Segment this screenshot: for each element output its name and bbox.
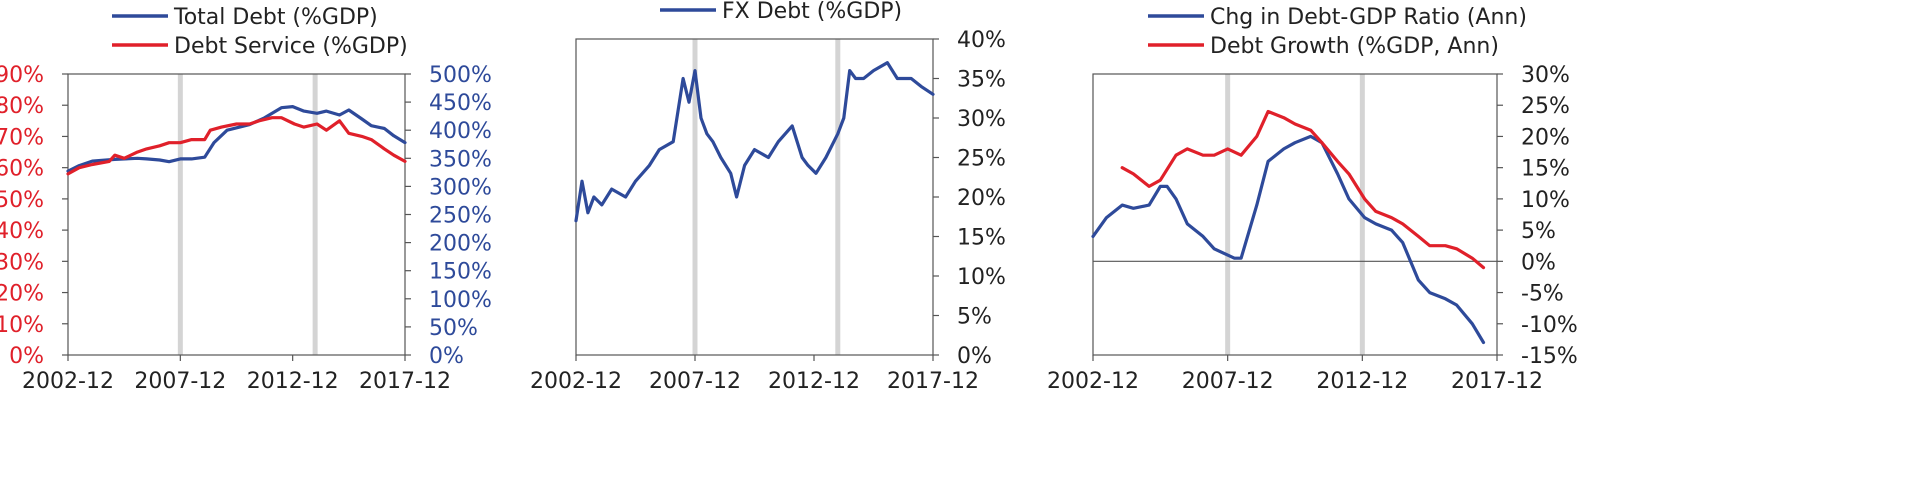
x-tick-label: 2002-12 [1047,369,1139,394]
y-right-tick-label: 5% [957,305,992,330]
y-right-tick-label: 450% [429,91,492,116]
y-right-tick-label: 30% [1521,63,1570,88]
y-right-tick-label: 0% [1521,250,1556,275]
y-left-tick-label: 70% [0,125,44,150]
y-right-tick-label: 5% [1521,219,1556,244]
y-right-tick-label: 200% [429,232,492,257]
y-left-tick-label: 90% [0,63,44,88]
series-line-2 [66,116,407,176]
y-right-tick-label: -5% [1521,282,1564,307]
y-right-tick-label: 20% [1521,125,1570,150]
y-right-tick-label: 40% [957,28,1006,53]
y-right-tick-label: 500% [429,63,492,88]
x-tick-label: 2012-12 [1316,369,1408,394]
y-right-tick-label: -15% [1521,344,1578,369]
y-right-tick-label: 0% [957,344,992,369]
y-right-tick-label: 25% [957,147,1006,172]
y-left-tick-label: 30% [0,250,44,275]
y-right-tick-label: 100% [429,288,492,313]
y-left-tick-label: 0% [9,344,44,369]
y-left-tick-label: 10% [0,313,44,338]
x-tick-label: 2017-12 [1451,369,1543,394]
x-tick-label: 2012-12 [247,369,339,394]
x-tick-label: 2002-12 [530,369,622,394]
plot-frame [575,38,934,356]
legend-label: FX Debt (%GDP) [722,0,902,24]
plot-frame [1092,73,1498,356]
chart-panel-3: 2002-12 2007-12 2012-12 2017-12-15% -10% -5% 0… [1047,5,1578,394]
chart-panel-1: 2002-12 2007-12 2012-12 2017-120%50%100%150… [0,5,492,394]
y-right-tick-label: 0% [429,344,464,369]
series-line-2 [1120,109,1486,270]
series-line-1 [66,105,407,173]
x-tick-label: 2012-12 [768,369,860,394]
y-right-tick-label: 350% [429,147,492,172]
y-left-tick-label: 80% [0,94,44,119]
legend-label: Debt Growth (%GDP, Ann) [1210,34,1499,59]
x-tick-label: 2002-12 [22,369,114,394]
x-tick-label: 2017-12 [359,369,451,394]
y-right-tick-label: 35% [957,68,1006,93]
x-tick-label: 2017-12 [887,369,979,394]
y-right-tick-label: 25% [1521,94,1570,119]
x-tick-label: 2007-12 [649,369,741,394]
series-line-1 [574,61,935,223]
y-left-tick-label: 50% [0,188,44,213]
legend-label: Debt Service (%GDP) [174,34,408,59]
y-left-tick-label: 60% [0,157,44,182]
x-tick-label: 2007-12 [134,369,226,394]
y-right-tick-label: 150% [429,260,492,285]
legend-label: Total Debt (%GDP) [173,5,378,30]
chart-panel-2: 2002-12 2007-12 2012-12 2017-120% 5% 10% 15% 20… [530,0,1006,394]
x-tick-label: 2007-12 [1182,369,1274,394]
y-right-tick-label: -10% [1521,313,1578,338]
y-right-tick-label: 15% [1521,157,1570,182]
y-right-tick-label: 10% [957,265,1006,290]
y-left-tick-label: 40% [0,219,44,244]
y-right-tick-label: 400% [429,119,492,144]
plot-frame [67,73,406,356]
y-right-tick-label: 20% [957,186,1006,211]
y-right-tick-label: 10% [1521,188,1570,213]
series-line-1 [1091,134,1486,345]
legend-label: Chg in Debt-GDP Ratio (Ann) [1210,5,1527,30]
y-right-tick-label: 15% [957,226,1006,251]
y-right-tick-label: 300% [429,175,492,200]
y-right-tick-label: 30% [957,107,1006,132]
y-right-tick-label: 50% [429,316,478,341]
y-right-tick-label: 250% [429,204,492,229]
y-left-tick-label: 20% [0,282,44,307]
